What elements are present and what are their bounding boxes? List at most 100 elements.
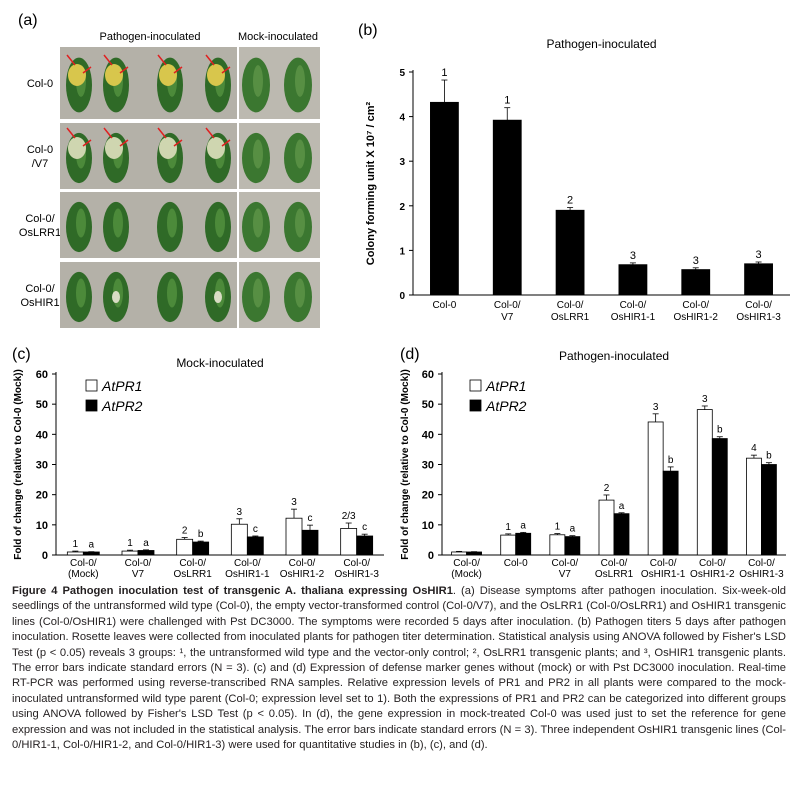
x-tick-label: Col-0/OsLRR1	[595, 558, 634, 580]
figure-caption: Figure 4 Pathogen inoculation test of tr…	[12, 584, 786, 753]
mock-leaf-highlight	[253, 139, 263, 169]
row-label-line: OsLRR1	[19, 227, 61, 239]
bar	[696, 409, 713, 556]
data-label: b	[198, 529, 204, 540]
red-arrow	[173, 139, 183, 147]
data-label: a	[89, 540, 95, 551]
x-tick-label-line: Col-0/	[552, 558, 579, 569]
bar	[192, 541, 210, 556]
red-arrow	[82, 66, 92, 74]
red-arrow	[103, 127, 113, 139]
mock-leaf-highlight	[253, 208, 263, 238]
red-arrow	[66, 54, 76, 66]
bar	[564, 536, 581, 556]
x-tick-label: Col-0/OsHIR1-3	[334, 558, 379, 580]
lesion	[207, 137, 225, 159]
data-label: a	[619, 501, 625, 512]
x-tick-label: Col-0/V7	[552, 558, 579, 580]
y-tick-label: 2	[399, 202, 405, 213]
panel-b: (b) Pathogen-inoculated Colony forming un…	[340, 0, 796, 340]
x-tick-label-line: OsHIR1-2	[674, 312, 719, 323]
data-label: 3	[653, 402, 659, 413]
bar	[176, 538, 194, 556]
y-tick-label: 0	[428, 550, 434, 562]
y-tick-label: 30	[36, 460, 48, 472]
lesion	[105, 137, 123, 159]
data-label: 1	[73, 539, 79, 550]
y-axis-label: Fold of change (relative to Col-0 (Mock)…	[400, 369, 411, 560]
bar	[466, 551, 482, 556]
bar	[492, 119, 522, 296]
x-tick-label-line: Col-0/	[125, 558, 152, 569]
bar	[555, 209, 585, 296]
lesion	[207, 64, 225, 86]
x-tick-label-line: Col-0/	[650, 558, 677, 569]
y-tick-label: 5	[399, 68, 405, 79]
red-arrow	[221, 139, 231, 147]
chart-title: Mock-inoculated	[176, 356, 263, 370]
data-label: a	[520, 520, 526, 531]
x-tick-label-line: Col-0/	[234, 558, 261, 569]
bar	[430, 101, 459, 296]
y-tick-label: 3	[399, 157, 405, 168]
legend-label: AtPR2	[485, 398, 527, 414]
red-arrow	[66, 127, 76, 139]
mock-leaf-highlight	[295, 278, 305, 308]
y-axis-label: Fold of change (relative to Col-0 (Mock)…	[13, 369, 24, 560]
x-tick-label-line: OsHIR1-1	[611, 312, 656, 323]
y-axis-label: Colony forming unit X 10⁷ / cm²	[365, 101, 377, 265]
x-tick-label-line: Col-0	[504, 558, 528, 569]
chart-d-pathogen-expression: Pathogen-inoculated Fold of change (relat…	[400, 349, 786, 580]
x-tick-label: Col-0/(Mock)	[68, 558, 99, 580]
row-label-line: Col-0	[27, 144, 53, 156]
x-tick-label-line: V7	[559, 569, 572, 580]
bar	[451, 551, 467, 556]
header-mock-inoculated: Mock-inoculated	[238, 31, 318, 43]
data-label: a	[143, 538, 149, 549]
x-tick-label-line: Col-0/	[699, 558, 726, 569]
row-label: Col-0	[27, 78, 53, 90]
y-tick-label: 1	[399, 246, 405, 257]
bar	[662, 470, 679, 556]
panel-c-label: (c)	[12, 346, 31, 363]
leaf-highlight	[215, 208, 225, 238]
x-tick-label-line: OsHIR1-1	[225, 569, 270, 580]
red-arrow	[157, 54, 167, 66]
data-label: 1	[555, 522, 561, 533]
data-label: 1	[505, 522, 511, 533]
x-tick-label: Col-0/(Mock)	[451, 558, 482, 580]
y-tick-label: 60	[422, 369, 434, 381]
data-label: a	[570, 524, 576, 535]
caption-title: Figure 4 Pathogen inoculation test of tr…	[12, 585, 453, 597]
panel-d: (d) Pathogen-inoculated Fold of change (r…	[398, 340, 796, 585]
red-arrow	[103, 54, 113, 66]
bar	[137, 550, 155, 556]
small-lesion	[214, 291, 222, 303]
x-tick-label: Col-0/OsLRR1	[551, 300, 590, 323]
bar	[744, 263, 773, 296]
x-tick-label: Col-0/V7	[125, 558, 152, 580]
bar	[647, 421, 664, 556]
row-label: Col-0/OsLRR1	[19, 213, 61, 239]
lesion	[105, 64, 123, 86]
x-tick-label-line: Col-0/	[494, 300, 521, 311]
bar	[230, 523, 248, 556]
x-tick-label-line: Col-0/	[620, 300, 647, 311]
leaf-highlight	[76, 208, 86, 238]
x-tick-label: Col-0/OsHIR1-1	[225, 558, 270, 580]
x-tick-label-line: Col-0	[432, 300, 456, 311]
x-tick-label: Col-0/OsHIR1-3	[736, 300, 781, 323]
leaf-highlight	[167, 208, 177, 238]
chart-c-mock-expression: Mock-inoculated Fold of change (relative …	[13, 356, 384, 580]
y-tick-label: 4	[399, 113, 405, 124]
bar	[618, 264, 648, 296]
mock-leaf-highlight	[295, 208, 305, 238]
bar	[761, 464, 777, 556]
x-tick-label: Col-0	[432, 300, 456, 311]
panel-d-label: (d)	[400, 346, 420, 363]
x-tick-label-line: Col-0/	[748, 558, 775, 569]
y-tick-label: 50	[422, 399, 434, 411]
red-arrow	[205, 54, 215, 66]
bar	[246, 536, 264, 556]
bar	[356, 535, 374, 556]
